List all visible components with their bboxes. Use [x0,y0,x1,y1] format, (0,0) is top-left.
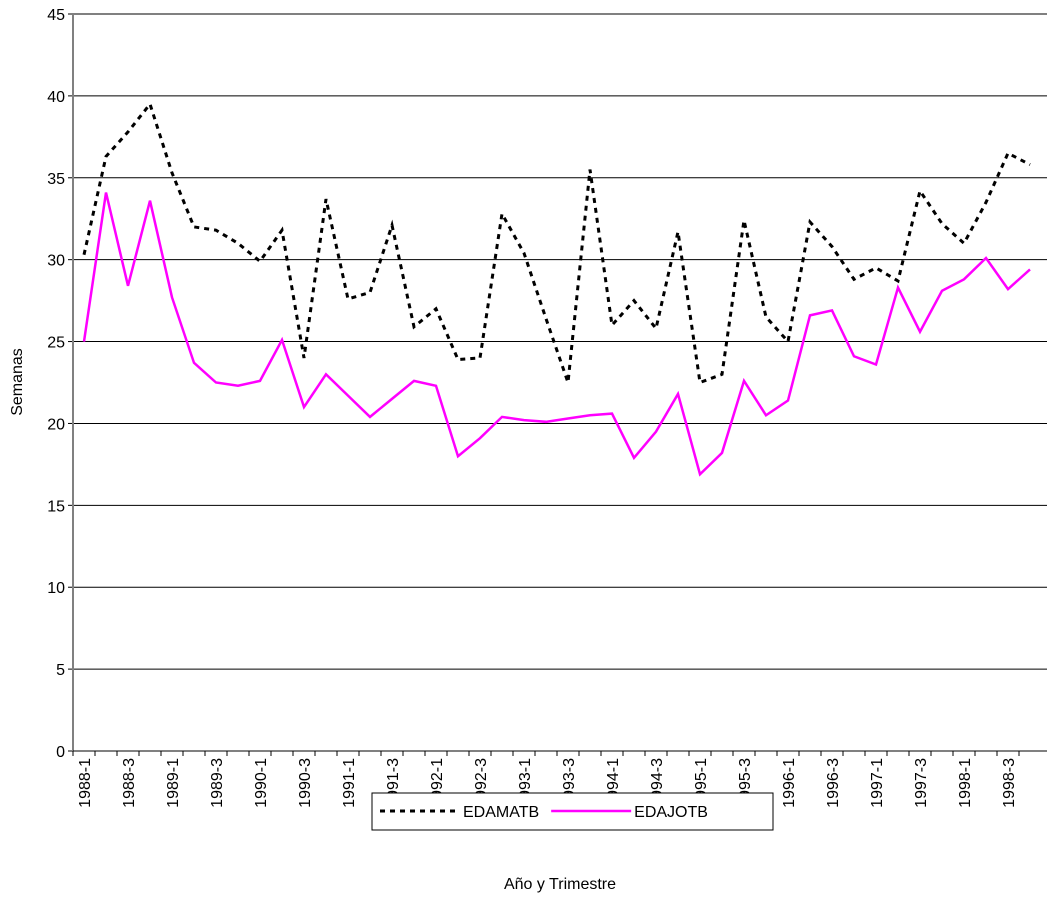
series-line [82,100,1031,385]
x-tick-label: 1988-3 [121,758,138,808]
y-tick-label: 15 [47,498,65,515]
x-tick-label: 1990-1 [253,758,270,808]
legend-label: EDAMATB [463,804,539,821]
y-tick-label: 5 [56,662,65,679]
x-tick-label: 1998-3 [1001,758,1018,808]
y-tick-label: 45 [47,7,65,24]
x-tick-label: 1991-1 [341,758,358,808]
x-tick-label: 1997-3 [913,758,930,808]
y-axis-label: Semanas [9,348,26,416]
y-tick-label: 40 [47,89,65,106]
legend-label: EDAJOTB [634,804,708,821]
y-tick-label: 35 [47,171,65,188]
x-tick-label: 1988-1 [77,758,94,808]
x-tick-label: 1989-1 [165,758,182,808]
y-tick-label: 0 [56,744,65,761]
x-tick-label: 1997-1 [869,758,886,808]
x-tick-label: 1998-1 [957,758,974,808]
y-tick-label: 30 [47,253,65,270]
series-line [82,192,1031,477]
y-tick-label: 20 [47,416,65,433]
legend: EDAMATB EDAJOTB [371,792,774,831]
x-tick-label: 1990-3 [297,758,314,808]
x-tick-label: 1996-3 [825,758,842,808]
x-tick-label: 1996-1 [781,758,798,808]
x-tick-label: 1989-3 [209,758,226,808]
x-axis-label: Año y Trimestre [504,876,616,893]
y-tick-label: 25 [47,335,65,352]
y-tick-label: 10 [47,580,65,597]
